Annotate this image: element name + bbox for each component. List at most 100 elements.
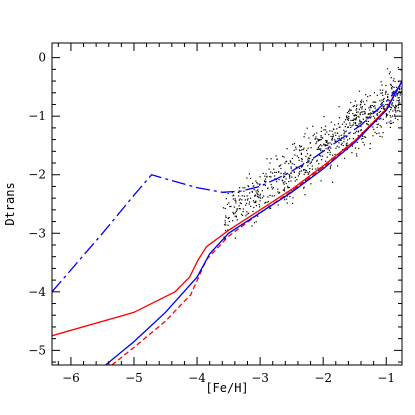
- scatter-point: [303, 173, 305, 176]
- scatter-point: [355, 105, 357, 107]
- scatter-point: [263, 195, 265, 197]
- scatter-point: [280, 172, 282, 174]
- scatter-point: [326, 156, 328, 158]
- scatter-point: [388, 99, 390, 101]
- scatter-point: [234, 199, 236, 201]
- scatter-point: [269, 194, 271, 196]
- scatter-point: [379, 100, 381, 102]
- scatter-point: [306, 153, 309, 155]
- scatter-point: [350, 126, 352, 129]
- scatter-point: [343, 132, 345, 134]
- scatter-point: [245, 204, 247, 206]
- scatter-point: [396, 93, 398, 95]
- scatter-point: [232, 220, 234, 222]
- scatter-point: [385, 91, 387, 93]
- scatter-point: [290, 166, 292, 168]
- scatter-point: [390, 116, 392, 118]
- scatter-point: [349, 124, 351, 126]
- scatter-point: [368, 113, 370, 115]
- scatter-point: [346, 135, 348, 137]
- scatter-point: [331, 137, 333, 140]
- scatter-point: [308, 172, 310, 174]
- scatter-point: [286, 148, 288, 150]
- scatter-point: [360, 111, 362, 113]
- scatter-point: [387, 97, 389, 99]
- scatter-point: [364, 103, 366, 105]
- scatter-point: [330, 147, 332, 149]
- scatter-point: [253, 201, 255, 203]
- scatter-point: [352, 124, 354, 126]
- series-line-2: [111, 80, 402, 365]
- scatter-point: [392, 122, 394, 124]
- scatter-point: [367, 116, 369, 118]
- scatter-point: [383, 97, 385, 100]
- scatter-point: [313, 133, 315, 135]
- scatter-point: [299, 170, 301, 173]
- scatter-point: [382, 106, 384, 108]
- scatter-point: [228, 216, 230, 219]
- scatter-point: [294, 154, 296, 156]
- scatter-point: [225, 198, 227, 200]
- scatter-point: [307, 147, 309, 149]
- scatter-point: [283, 197, 286, 199]
- scatter-point: [349, 122, 351, 124]
- scatter-point: [351, 152, 353, 154]
- scatter-point: [306, 162, 308, 164]
- x-tick-label: −5: [125, 371, 143, 385]
- scatter-point: [269, 175, 271, 178]
- scatter-point: [289, 176, 291, 178]
- scatter-point: [327, 144, 329, 146]
- scatter-point: [283, 183, 285, 185]
- scatter-point: [354, 100, 356, 102]
- scatter-point: [241, 199, 243, 201]
- scatter-point: [327, 142, 329, 145]
- scatter-point: [393, 78, 395, 80]
- scatter-point: [259, 176, 261, 178]
- scatter-point: [266, 158, 268, 160]
- scatter-point: [370, 116, 372, 118]
- series-line-4: [52, 83, 402, 293]
- scatter-point: [253, 206, 255, 209]
- scatter-point: [342, 149, 344, 151]
- scatter-point: [264, 184, 266, 187]
- scatter-point: [335, 147, 337, 149]
- scatter-point: [303, 162, 305, 165]
- scatter-point: [321, 159, 323, 161]
- scatter-point: [369, 114, 371, 116]
- scatter-point: [389, 114, 391, 117]
- scatter-point: [275, 155, 277, 157]
- scatter-point: [364, 136, 367, 138]
- scatter-point: [325, 140, 327, 142]
- scatter-point: [394, 80, 396, 83]
- scatter-point: [396, 95, 398, 97]
- y-tick-label: −2: [28, 168, 46, 182]
- scatter-point: [245, 215, 247, 217]
- scatter-point: [360, 103, 362, 105]
- scatter-point: [255, 205, 257, 207]
- scatter-point: [376, 123, 378, 126]
- scatter-point: [295, 148, 297, 150]
- scatter-point: [394, 106, 396, 109]
- scatter-point: [365, 116, 367, 118]
- scatter-point: [343, 121, 345, 123]
- scatter-point: [307, 165, 309, 167]
- scatter-point: [320, 144, 322, 146]
- scatter-point: [233, 194, 235, 196]
- scatter-point: [235, 215, 237, 217]
- scatter-point: [327, 151, 329, 154]
- scatter-point: [266, 201, 268, 203]
- scatter-point: [257, 191, 259, 193]
- scatter-point: [378, 132, 380, 134]
- scatter-point: [346, 139, 349, 141]
- scatter-point: [380, 126, 382, 128]
- scatter-point: [393, 86, 395, 88]
- scatter-point: [391, 92, 393, 94]
- scatter-point: [381, 107, 383, 110]
- scatter-point: [343, 129, 345, 131]
- scatter-point: [315, 138, 317, 140]
- scatter-point: [348, 112, 350, 114]
- scatter-point: [352, 113, 354, 115]
- scatter-point: [279, 191, 281, 193]
- scatter-point: [344, 131, 346, 133]
- scatter-point: [360, 138, 363, 140]
